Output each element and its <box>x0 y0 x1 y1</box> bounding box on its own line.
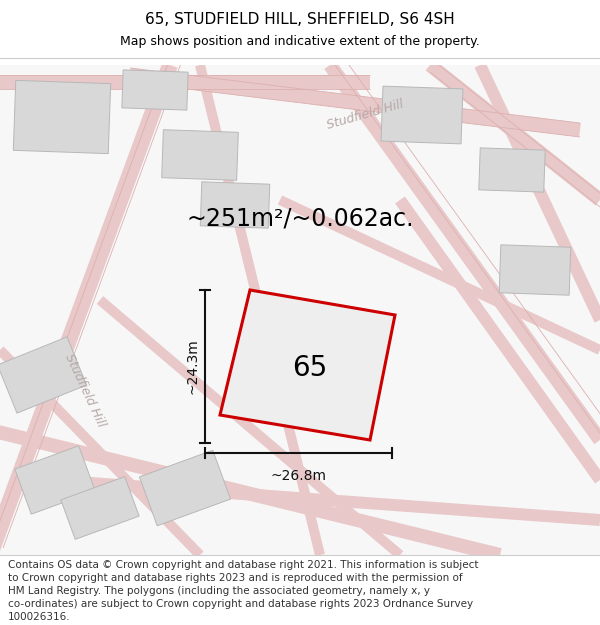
Polygon shape <box>278 196 600 354</box>
Polygon shape <box>0 337 86 413</box>
Polygon shape <box>475 62 600 322</box>
Polygon shape <box>129 68 581 137</box>
Polygon shape <box>425 59 600 206</box>
Text: 65, STUDFIELD HILL, SHEFFIELD, S6 4SH: 65, STUDFIELD HILL, SHEFFIELD, S6 4SH <box>145 12 455 28</box>
Text: HM Land Registry. The polygons (including the associated geometry, namely x, y: HM Land Registry. The polygons (includin… <box>8 586 430 596</box>
Text: 100026316.: 100026316. <box>8 612 71 622</box>
Polygon shape <box>61 477 139 539</box>
Polygon shape <box>0 75 370 89</box>
Polygon shape <box>381 86 463 144</box>
Polygon shape <box>0 62 178 558</box>
Polygon shape <box>499 245 571 295</box>
Polygon shape <box>13 81 110 154</box>
Polygon shape <box>50 474 600 526</box>
Text: ~24.3m: ~24.3m <box>185 339 199 394</box>
Text: co-ordinates) are subject to Crown copyright and database rights 2023 Ordnance S: co-ordinates) are subject to Crown copyr… <box>8 599 473 609</box>
Polygon shape <box>325 61 600 444</box>
Text: Map shows position and indicative extent of the property.: Map shows position and indicative extent… <box>120 36 480 49</box>
Polygon shape <box>0 346 203 559</box>
Text: 65: 65 <box>292 354 328 382</box>
Polygon shape <box>97 296 403 559</box>
Polygon shape <box>479 148 545 192</box>
Polygon shape <box>200 182 270 228</box>
Text: ~251m²/~0.062ac.: ~251m²/~0.062ac. <box>186 206 414 230</box>
Text: to Crown copyright and database rights 2023 and is reproduced with the permissio: to Crown copyright and database rights 2… <box>8 573 463 583</box>
Bar <box>0 555 600 625</box>
Bar <box>0 65 600 555</box>
Polygon shape <box>395 196 600 484</box>
Text: Studfield Hill: Studfield Hill <box>62 351 107 429</box>
Bar <box>0 0 600 65</box>
Text: Contains OS data © Crown copyright and database right 2021. This information is : Contains OS data © Crown copyright and d… <box>8 560 479 570</box>
Text: Studfield Hill: Studfield Hill <box>325 98 405 132</box>
Polygon shape <box>139 450 230 526</box>
Polygon shape <box>15 446 95 514</box>
Polygon shape <box>122 70 188 110</box>
Polygon shape <box>195 64 325 556</box>
Polygon shape <box>220 290 395 440</box>
Text: ~26.8m: ~26.8m <box>271 469 326 483</box>
Polygon shape <box>0 423 502 562</box>
Polygon shape <box>161 130 238 180</box>
